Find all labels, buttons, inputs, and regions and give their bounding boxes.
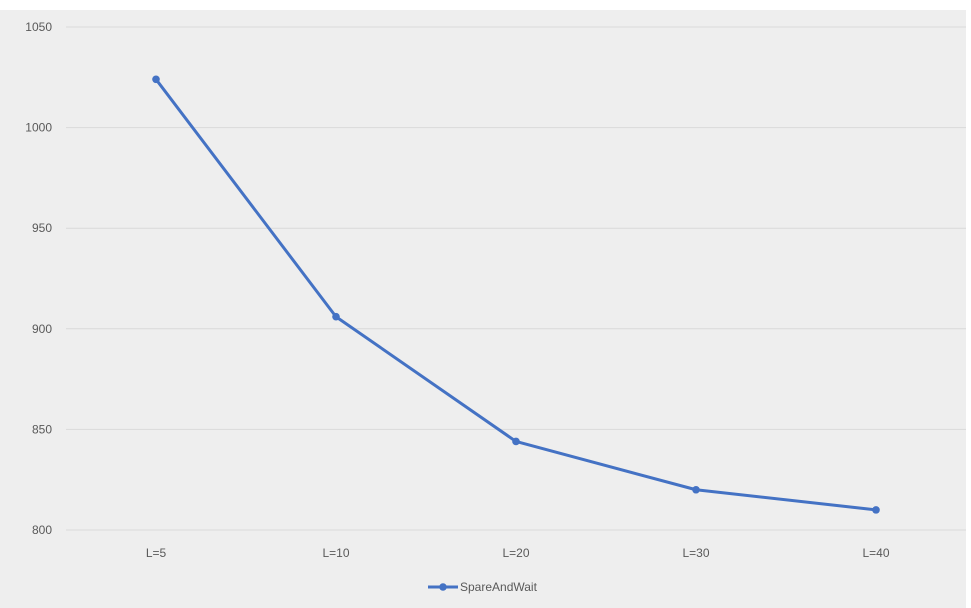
- x-tick-label: L=5: [146, 546, 167, 560]
- data-point: [692, 485, 700, 494]
- legend: SpareAndWait: [428, 580, 538, 594]
- legend-label: SpareAndWait: [460, 580, 538, 594]
- data-point: [152, 75, 160, 84]
- y-tick-label: 1000: [25, 121, 52, 135]
- y-tick-label: 800: [32, 523, 52, 537]
- legend-marker: [439, 583, 447, 591]
- y-axis-tick-labels: 800 850 900 950 1000 1050: [25, 20, 52, 537]
- gridlines: [66, 26, 966, 531]
- data-point: [332, 312, 340, 321]
- y-tick-label: 900: [32, 322, 52, 336]
- y-tick-label: 850: [32, 422, 52, 436]
- x-tick-label: L=40: [862, 546, 889, 560]
- top-white-band: [0, 0, 971, 10]
- x-tick-label: L=10: [322, 546, 349, 560]
- x-axis-tick-labels: L=5 L=10 L=20 L=30 L=40: [146, 546, 890, 560]
- series-layer: [152, 75, 880, 514]
- y-tick-label: 950: [32, 221, 52, 235]
- right-white-band: [966, 0, 971, 608]
- x-tick-label: L=30: [682, 546, 709, 560]
- y-tick-label: 1050: [25, 20, 52, 34]
- data-point: [512, 437, 520, 446]
- x-tick-label: L=20: [502, 546, 529, 560]
- data-point: [872, 506, 880, 514]
